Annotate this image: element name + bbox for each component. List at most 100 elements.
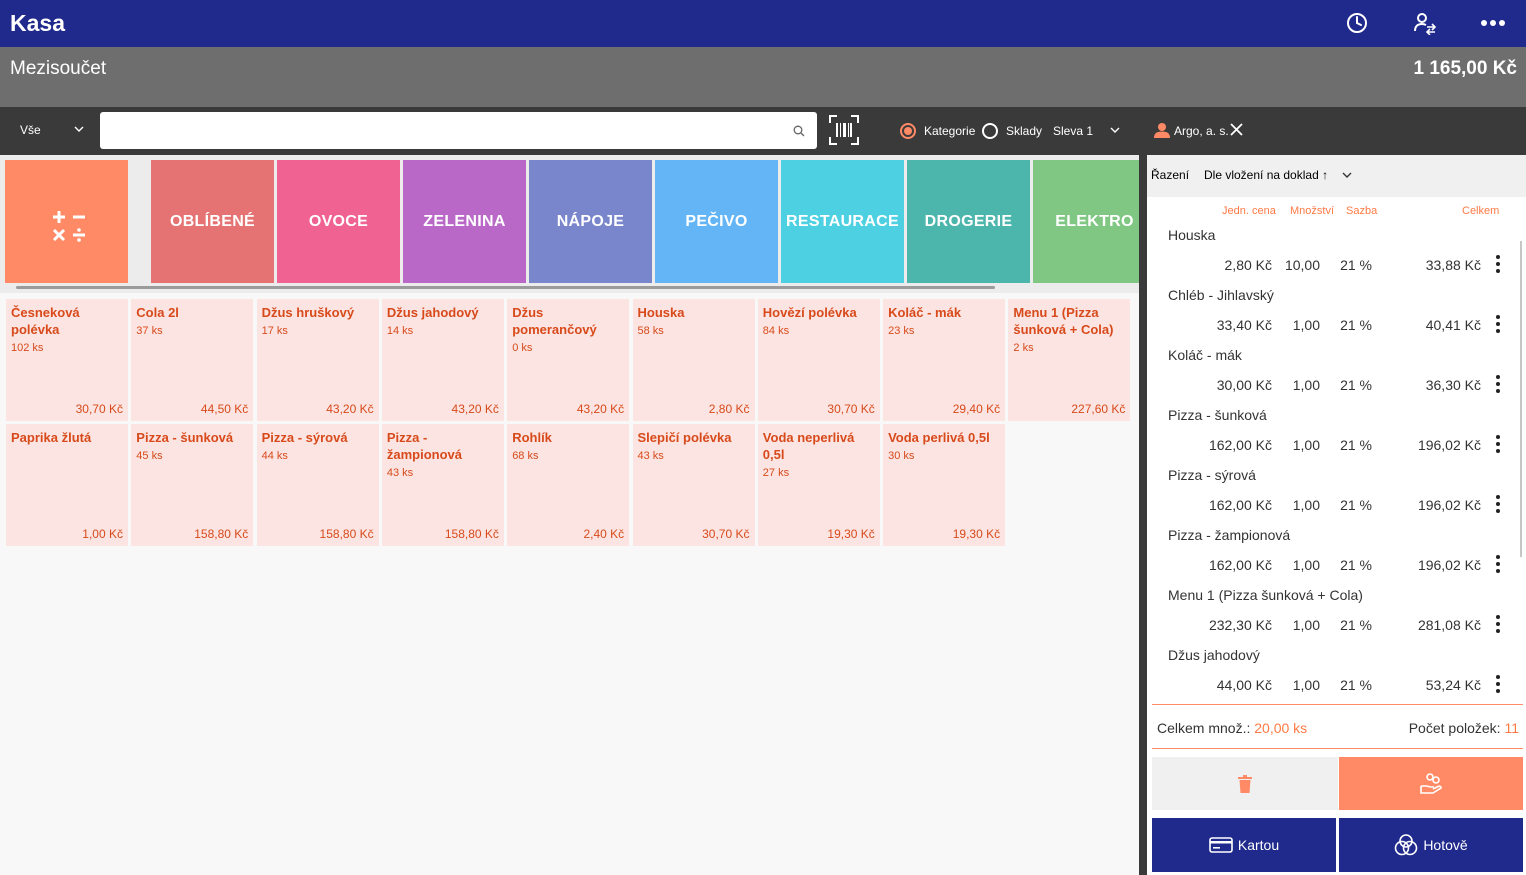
category-tile[interactable]: DROGERIE bbox=[907, 160, 1030, 283]
radio-kategorie[interactable] bbox=[900, 123, 916, 139]
toolbar: Vše Kategorie Sklady Sleva 1 bbox=[0, 107, 1526, 155]
summary-count: Počet položek: 11 bbox=[1409, 720, 1519, 736]
product-price: 43,20 Kč bbox=[451, 402, 499, 416]
summary-qty: Celkem množ.: 20,00 ks bbox=[1157, 720, 1307, 736]
discount-select[interactable]: Sleva 1 bbox=[1053, 124, 1094, 138]
panel-divider bbox=[1139, 155, 1147, 875]
order-item-unit-price: 162,00 Kč bbox=[1208, 437, 1272, 453]
category-tile[interactable]: ZELENINA bbox=[403, 160, 526, 283]
order-panel: Jedn. cena Množství Sazba Celkem Houska 2… bbox=[1147, 197, 1526, 875]
order-item-unit-price: 162,00 Kč bbox=[1208, 557, 1272, 573]
product-tile[interactable]: Pizza - žampionová 43 ks 158,80 Kč bbox=[381, 424, 504, 546]
product-price: 19,30 Kč bbox=[952, 527, 1001, 541]
divider-line bbox=[1152, 748, 1523, 749]
product-tile[interactable]: Slepičí polévka 43 ks 30,70 Kč bbox=[632, 424, 755, 546]
order-item-total: 196,02 Kč bbox=[1417, 497, 1481, 513]
radio-sklady[interactable] bbox=[982, 123, 998, 139]
item-menu-icon[interactable] bbox=[1495, 495, 1501, 513]
order-item-total: 40,41 Kč bbox=[1425, 317, 1481, 333]
product-stock: 45 ks bbox=[136, 450, 163, 462]
barcode-scan-icon[interactable] bbox=[829, 115, 859, 150]
search-icon[interactable] bbox=[793, 124, 805, 142]
col-rate: Sazba bbox=[1346, 205, 1378, 217]
credit-card-icon bbox=[1209, 837, 1233, 853]
product-name: Voda neperlivá 0,5l bbox=[762, 430, 855, 462]
product-tile[interactable]: Rohlík 68 ks 2,40 Kč bbox=[507, 424, 630, 546]
product-stock: 23 ks bbox=[888, 325, 915, 337]
product-tile[interactable]: Koláč - mák 23 ks 29,40 Kč bbox=[883, 299, 1006, 421]
product-tile[interactable]: Voda neperlivá 0,5l 27 ks 19,30 Kč bbox=[757, 424, 880, 546]
product-tile[interactable]: Paprika žlutá 1,00 Kč bbox=[6, 424, 128, 546]
delete-button[interactable] bbox=[1152, 757, 1338, 810]
product-tile[interactable]: Pizza - šunková 45 ks 158,80 Kč bbox=[131, 424, 254, 546]
user-swap-icon[interactable] bbox=[1412, 10, 1438, 36]
category-scrollbar[interactable] bbox=[16, 286, 995, 289]
product-tile[interactable]: Houska 58 ks 2,80 Kč bbox=[632, 299, 755, 421]
product-tile[interactable]: Česneková polévka 102 ks 30,70 Kč bbox=[6, 299, 128, 421]
product-tile[interactable]: Cola 2l 37 ks 44,50 Kč bbox=[131, 299, 254, 421]
product-price: 19,30 Kč bbox=[827, 527, 875, 541]
order-item-name: Chléb - Jihlavský bbox=[1168, 287, 1274, 303]
order-item-qty: 1,00 bbox=[1292, 497, 1320, 513]
order-item-name: Pizza - sýrová bbox=[1168, 467, 1256, 483]
category-label: PEČIVO bbox=[685, 212, 748, 230]
app-title: Kasa bbox=[10, 10, 65, 36]
product-tile[interactable]: Džus pomerančový 0 ks 43,20 Kč bbox=[507, 299, 630, 421]
item-menu-icon[interactable] bbox=[1495, 255, 1501, 273]
product-price: 43,20 Kč bbox=[326, 402, 374, 416]
filter-select-value: Vše bbox=[20, 123, 41, 137]
product-name: Voda perlivá 0,5l bbox=[888, 430, 990, 445]
product-name: Cola 2l bbox=[136, 305, 179, 320]
calculator-button[interactable] bbox=[5, 160, 128, 283]
product-tile[interactable]: Džus jahodový 14 ks 43,20 Kč bbox=[381, 299, 504, 421]
order-item-rate: 21 % bbox=[1340, 317, 1372, 333]
item-menu-icon[interactable] bbox=[1495, 375, 1501, 393]
product-tile[interactable]: Džus hruškový 17 ks 43,20 Kč bbox=[256, 299, 379, 421]
search-input[interactable] bbox=[100, 112, 817, 149]
category-strip: OBLÍBENÉ OVOCE ZELENINA NÁPOJE PEČIVO RESTAUR… bbox=[0, 155, 1139, 293]
clock-icon[interactable] bbox=[1344, 10, 1370, 36]
close-icon[interactable] bbox=[1230, 123, 1243, 139]
chevron-down-icon[interactable] bbox=[1110, 124, 1120, 138]
item-menu-icon[interactable] bbox=[1495, 555, 1501, 573]
order-item-total: 36,30 Kč bbox=[1425, 377, 1481, 393]
sort-select[interactable]: Dle vložení na doklad ↑ bbox=[1204, 168, 1329, 182]
item-menu-icon[interactable] bbox=[1495, 435, 1501, 453]
category-tile[interactable]: OBLÍBENÉ bbox=[151, 160, 274, 283]
product-price: 2,80 Kč bbox=[708, 402, 750, 416]
item-menu-icon[interactable] bbox=[1495, 615, 1501, 633]
customer-icon bbox=[1154, 122, 1170, 143]
product-tile[interactable]: Menu 1 (Pizza šunková + Cola) 2 ks 227,60 … bbox=[1008, 299, 1131, 421]
category-tile[interactable]: ELEKTRO bbox=[1033, 160, 1139, 283]
order-item-qty: 1,00 bbox=[1292, 677, 1320, 693]
more-icon[interactable] bbox=[1480, 10, 1506, 36]
product-name: Slepičí polévka bbox=[637, 430, 732, 445]
product-grid: Česneková polévka 102 ks 30,70 Kč Cola 2l 37… bbox=[0, 293, 1139, 875]
pay-card-button[interactable]: Kartou bbox=[1152, 818, 1336, 872]
category-tile[interactable]: OVOCE bbox=[277, 160, 400, 283]
category-tile[interactable]: PEČIVO bbox=[655, 160, 778, 283]
order-item-rate: 21 % bbox=[1340, 497, 1372, 513]
product-stock: 84 ks bbox=[762, 325, 790, 337]
order-item-name: Menu 1 (Pizza šunková + Cola) bbox=[1168, 587, 1363, 603]
product-price: 29,40 Kč bbox=[952, 402, 1001, 416]
filter-select[interactable]: Vše bbox=[20, 123, 90, 141]
item-menu-icon[interactable] bbox=[1495, 675, 1501, 693]
product-name: Džus jahodový bbox=[386, 305, 479, 320]
pay-card-label: Kartou bbox=[1237, 837, 1280, 853]
pay-other-button[interactable] bbox=[1339, 757, 1523, 810]
product-price: 1,00 Kč bbox=[82, 527, 123, 541]
pay-cash-button[interactable]: Hotově bbox=[1339, 818, 1523, 872]
category-tile[interactable]: NÁPOJE bbox=[529, 160, 652, 283]
product-tile[interactable]: Voda perlivá 0,5l 30 ks 19,30 Kč bbox=[883, 424, 1006, 546]
category-tile[interactable]: RESTAURACE bbox=[781, 160, 904, 283]
order-scrollbar[interactable] bbox=[1520, 241, 1522, 557]
product-price: 30,70 Kč bbox=[75, 402, 123, 416]
product-price: 30,70 Kč bbox=[702, 527, 750, 541]
product-tile[interactable]: Hovězí polévka 84 ks 30,70 Kč bbox=[757, 299, 880, 421]
pay-cash-label: Hotově bbox=[1423, 837, 1468, 853]
product-tile[interactable]: Pizza - sýrová 44 ks 158,80 Kč bbox=[256, 424, 379, 546]
product-name: Džus hruškový bbox=[261, 305, 355, 320]
item-menu-icon[interactable] bbox=[1495, 315, 1501, 333]
chevron-down-icon[interactable] bbox=[1342, 169, 1352, 183]
